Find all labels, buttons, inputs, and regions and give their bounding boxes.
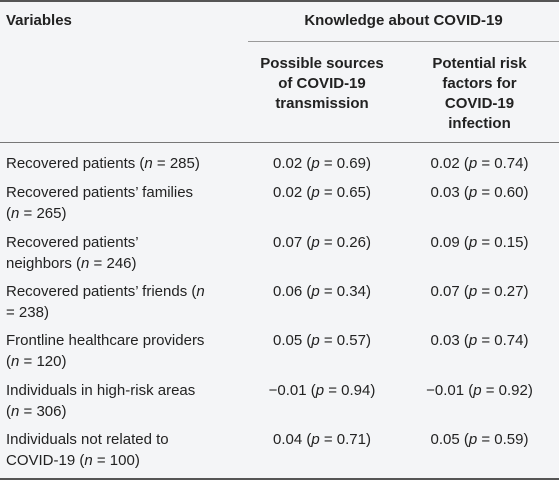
row-label-line: Frontline healthcare providers	[6, 332, 205, 349]
cell-sources-value: 0.02 (p = 0.69)	[273, 155, 371, 172]
row-label-line: (n = 306)	[6, 403, 67, 420]
variables-header: Variables	[6, 12, 72, 29]
cell-sources-value: 0.07 (p = 0.26)	[273, 234, 371, 251]
row-label-line: Recovered patients (n = 285)	[6, 155, 200, 172]
column-header-line: factors for	[442, 75, 517, 92]
row-label-line: Recovered patients’	[6, 234, 139, 251]
row-label-line: Recovered patients’ friends (n	[6, 283, 205, 300]
group-header-rule	[248, 41, 559, 42]
cell-risk-factors-value: −0.01 (p = 0.92)	[426, 382, 533, 399]
cell-risk-factors-value: 0.09 (p = 0.15)	[430, 234, 529, 251]
cell-sources-value: 0.02 (p = 0.65)	[273, 184, 371, 201]
row-label-line: COVID-19 (n = 100)	[6, 452, 140, 469]
row-variable-label: Frontline healthcare providers (n = 120)	[6, 330, 238, 372]
cell-sources-value: 0.06 (p = 0.34)	[273, 283, 371, 300]
table-top-rule	[0, 0, 559, 2]
cell-sources-value: 0.04 (p = 0.71)	[273, 431, 371, 448]
row-label-line: = 238)	[6, 304, 49, 321]
header-bottom-rule	[0, 142, 559, 143]
cell-risk-factors-value: 0.02 (p = 0.74)	[430, 155, 529, 172]
row-label-line: (n = 120)	[6, 353, 67, 370]
column-header-line: Possible sources	[260, 55, 384, 72]
cell-risk-factors-value: 0.07 (p = 0.27)	[430, 283, 529, 300]
row-variable-label: Individuals not related to COVID-19 (n = …	[6, 429, 238, 471]
column-header-line: transmission	[275, 95, 369, 112]
column-header-line: Potential risk	[432, 55, 527, 72]
column-header-risk-factors: Potential risk factors for COVID-19 infe…	[400, 54, 559, 134]
row-variable-label: Individuals in high-risk areas (n = 306)	[6, 380, 238, 422]
cell-risk-factors-value: 0.03 (p = 0.74)	[430, 332, 529, 349]
row-label-line: neighbors (n = 246)	[6, 255, 137, 272]
cell-risk-factors-value: 0.03 (p = 0.60)	[430, 184, 529, 201]
cell-sources-value: 0.05 (p = 0.57)	[273, 332, 371, 349]
row-label-line: Individuals not related to	[6, 431, 169, 448]
row-variable-label: Recovered patients’ neighbors (n = 246)	[6, 232, 238, 274]
row-variable-label: Recovered patients’ families (n = 265)	[6, 182, 238, 224]
column-header-line: infection	[448, 115, 511, 132]
cell-sources-value: −0.01 (p = 0.94)	[268, 382, 376, 399]
row-label-line: Individuals in high-risk areas	[6, 382, 196, 399]
row-variable-label: Recovered patients’ friends (n = 238)	[6, 281, 238, 323]
column-header-sources: Possible sources of COVID-19 transmissio…	[248, 54, 396, 114]
row-label-line: (n = 265)	[6, 205, 67, 222]
column-header-line: COVID-19	[444, 95, 515, 112]
column-header-line: of COVID-19	[278, 75, 366, 92]
row-variable-label: Recovered patients (n = 285)	[6, 153, 238, 174]
row-label-line: Recovered patients’ families	[6, 184, 194, 201]
cell-risk-factors-value: 0.05 (p = 0.59)	[430, 431, 529, 448]
table-bottom-rule	[0, 478, 559, 480]
knowledge-group-header: Knowledge about COVID-19	[304, 12, 503, 29]
